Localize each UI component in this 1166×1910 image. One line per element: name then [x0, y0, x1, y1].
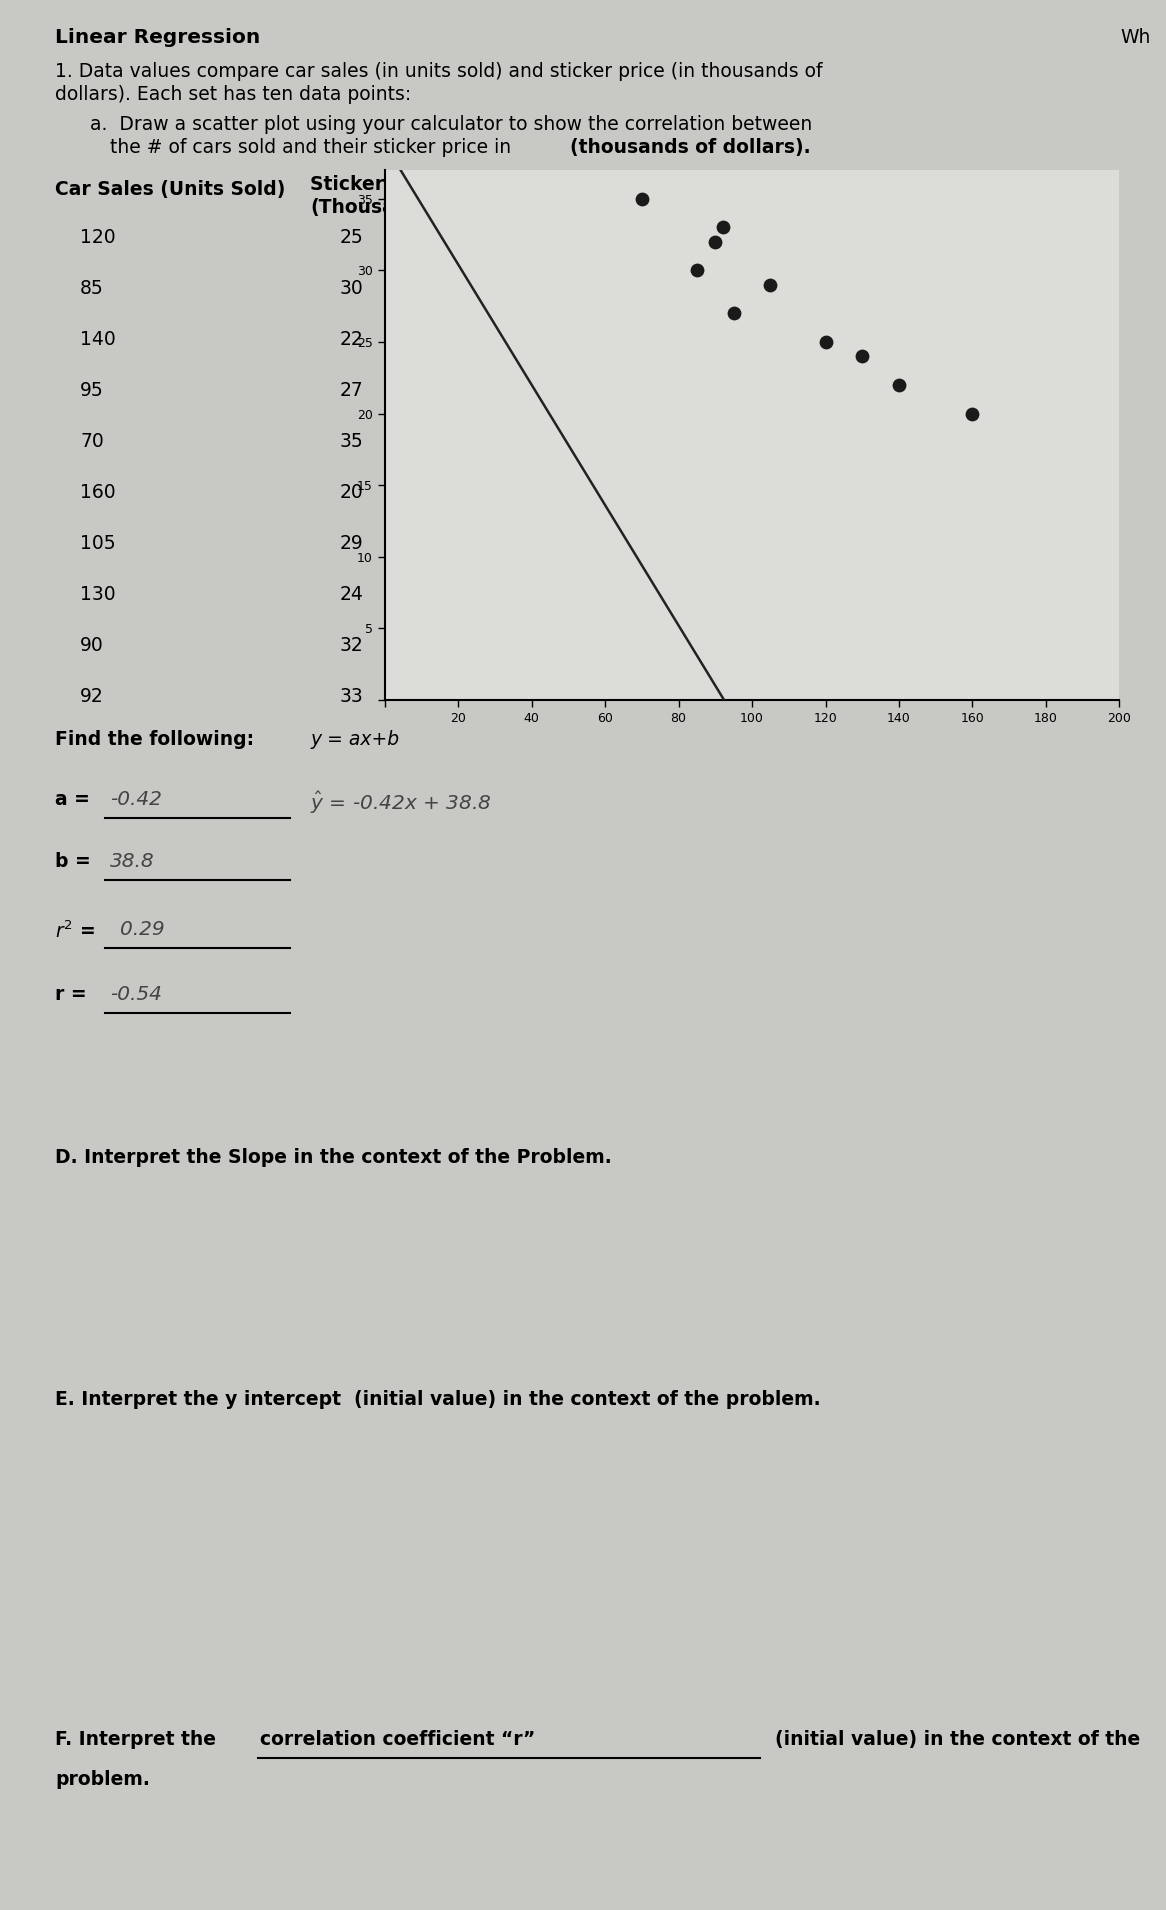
Text: 160: 160: [80, 483, 115, 502]
Text: 25: 25: [340, 227, 364, 246]
Text: Find the following:: Find the following:: [55, 730, 254, 749]
Text: y = ax+b: y = ax+b: [310, 730, 399, 749]
Text: 85: 85: [80, 279, 104, 298]
Point: [688, 256, 707, 286]
Text: 92: 92: [80, 688, 104, 707]
Text: 140: 140: [80, 330, 115, 350]
Point: [714, 212, 732, 243]
Text: 95: 95: [80, 380, 104, 399]
Text: -0.42: -0.42: [110, 791, 162, 810]
Text: -0.54: -0.54: [110, 986, 162, 1005]
Text: problem.: problem.: [55, 1771, 150, 1790]
Text: b =: b =: [55, 852, 97, 871]
Point: [761, 269, 780, 300]
Text: E. Interpret the y intercept  (initial value) in the context of the problem.: E. Interpret the y intercept (initial va…: [55, 1390, 821, 1410]
Point: [890, 369, 908, 399]
Text: 0.29: 0.29: [120, 921, 164, 940]
Text: a.  Draw a scatter plot using your calculator to show the correlation between: a. Draw a scatter plot using your calcul…: [90, 115, 813, 134]
Point: [963, 397, 982, 428]
Text: (Thousands): (Thousands): [310, 199, 442, 218]
Text: D. Interpret the Slope in the context of the Problem.: D. Interpret the Slope in the context of…: [55, 1148, 612, 1167]
Text: $\hat{y}$ = -0.42x + 38.8: $\hat{y}$ = -0.42x + 38.8: [310, 791, 491, 816]
Text: Wh: Wh: [1121, 29, 1151, 48]
Point: [632, 183, 651, 214]
Text: correlation coefficient “r”: correlation coefficient “r”: [260, 1730, 535, 1750]
Text: (initial value) in the context of the: (initial value) in the context of the: [763, 1730, 1140, 1750]
Text: 105: 105: [80, 535, 115, 554]
Text: r =: r =: [55, 986, 93, 1005]
Text: 32: 32: [340, 636, 364, 655]
Text: 33: 33: [340, 688, 364, 707]
Text: 70: 70: [80, 432, 104, 451]
Text: 22: 22: [340, 330, 364, 350]
Point: [724, 298, 743, 329]
Point: [854, 342, 872, 372]
Text: 30: 30: [340, 279, 364, 298]
Text: 35: 35: [340, 432, 364, 451]
Text: $r^2$ =: $r^2$ =: [55, 921, 97, 942]
Text: Linear Regression: Linear Regression: [55, 29, 260, 48]
Text: Sticker Price: Sticker Price: [310, 176, 444, 195]
Point: [707, 227, 725, 258]
Text: 38.8: 38.8: [110, 852, 155, 871]
Text: F. Interpret the: F. Interpret the: [55, 1730, 223, 1750]
Text: 120: 120: [80, 227, 115, 246]
Text: 20: 20: [340, 483, 364, 502]
Text: dollars). Each set has ten data points:: dollars). Each set has ten data points:: [55, 86, 412, 103]
Text: 24: 24: [340, 584, 364, 604]
Text: Car Sales (Units Sold): Car Sales (Units Sold): [55, 180, 286, 199]
Point: [816, 327, 835, 357]
Text: 29: 29: [340, 535, 364, 554]
Text: 90: 90: [80, 636, 104, 655]
Text: (thousands of dollars).: (thousands of dollars).: [570, 138, 810, 157]
Text: a =: a =: [55, 791, 97, 810]
Text: 27: 27: [340, 380, 364, 399]
Text: 130: 130: [80, 584, 115, 604]
Text: the # of cars sold and their sticker price in: the # of cars sold and their sticker pri…: [110, 138, 518, 157]
Text: 1. Data values compare car sales (in units sold) and sticker price (in thousands: 1. Data values compare car sales (in uni…: [55, 61, 822, 80]
